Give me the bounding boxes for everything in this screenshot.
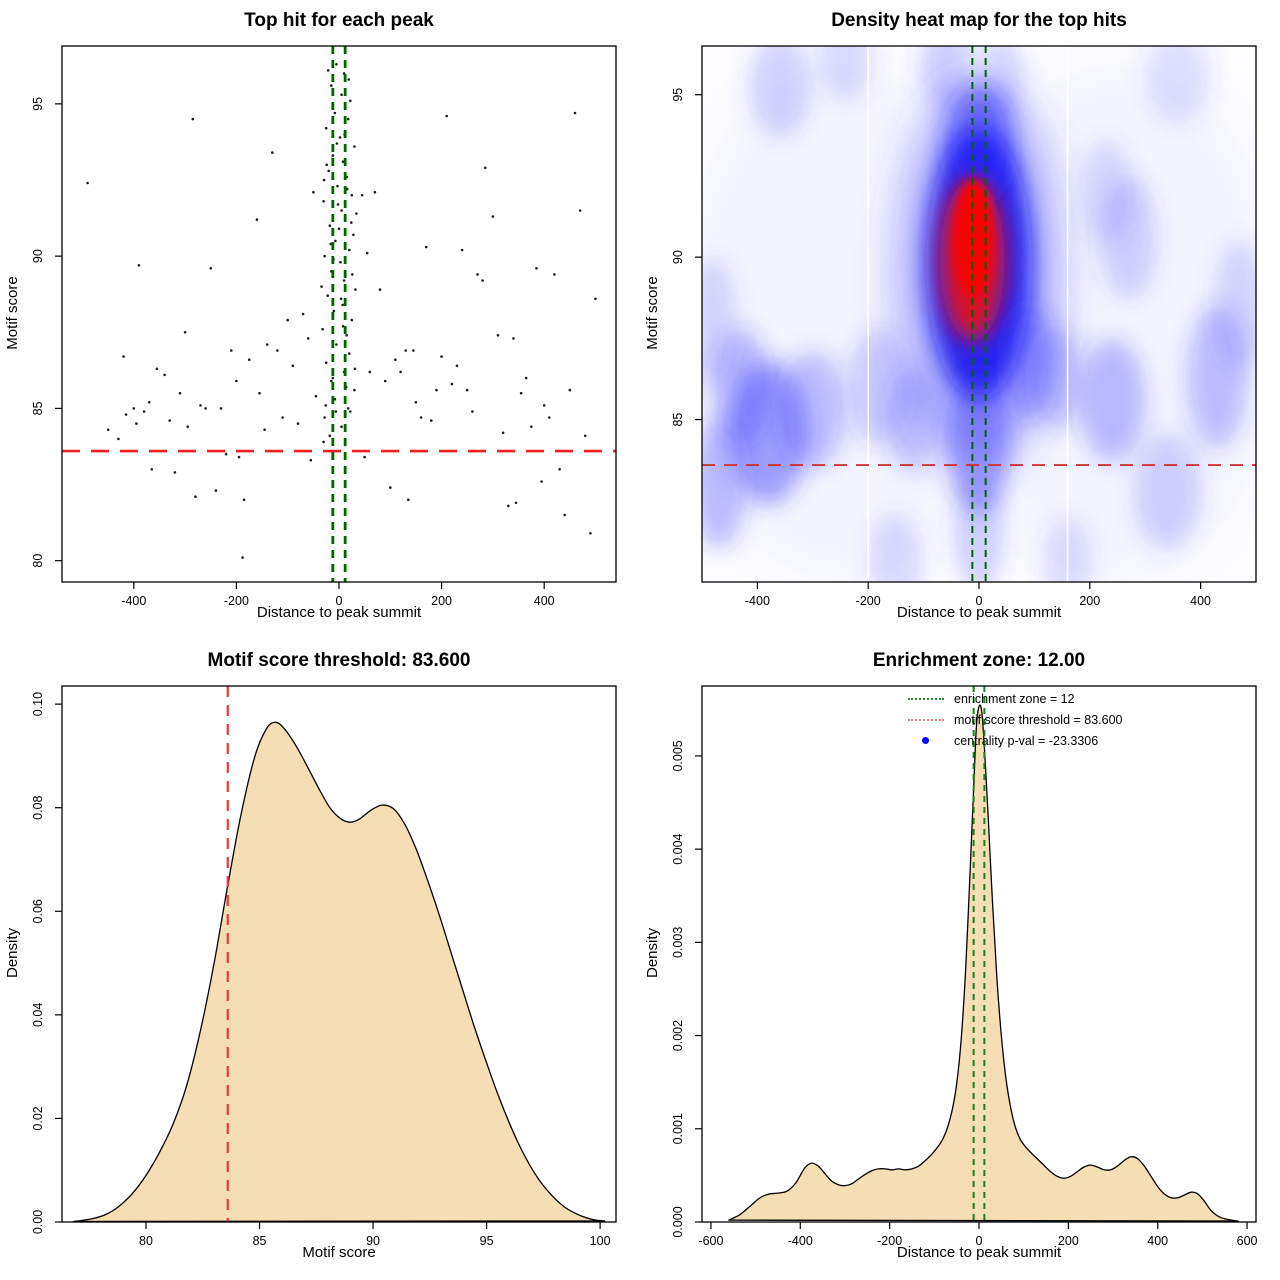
svg-text:0.10: 0.10 xyxy=(31,692,45,716)
svg-text:400: 400 xyxy=(534,594,555,608)
svg-text:80: 80 xyxy=(139,1234,153,1248)
heatmap-canvas: -400 -200 0 200 400 85 90 95 xyxy=(671,45,1257,608)
enrichment-zone-line-swatch xyxy=(908,697,944,700)
svg-text:90: 90 xyxy=(31,249,45,263)
density-plot-canvas: 80 85 90 95 100 0.00 0.02 0.04 0.06 0.08 0.10 xyxy=(31,685,617,1248)
x-axis-label: Distance to peak summit xyxy=(256,604,422,621)
svg-text:400: 400 xyxy=(1147,1234,1168,1248)
svg-text:95: 95 xyxy=(671,88,685,102)
x-axis-label: Motif score xyxy=(302,1244,376,1261)
svg-text:200: 200 xyxy=(431,594,452,608)
svg-text:90: 90 xyxy=(366,1234,380,1248)
legend-label: motif score threshold = 83.600 xyxy=(954,712,1123,727)
svg-text:-200: -200 xyxy=(856,594,881,608)
svg-text:0.005: 0.005 xyxy=(671,740,685,771)
svg-text:200: 200 xyxy=(1079,594,1100,608)
chart-title: Density heat map for the top hits xyxy=(831,10,1127,31)
legend-item-centrality-pval: centrality p-val = -23.3306 xyxy=(908,730,1123,751)
density-plot-canvas: -600 -400 -200 0 200 400 600 0.000 0.001 0.002 0.0… xyxy=(671,685,1258,1248)
svg-text:0: 0 xyxy=(336,594,343,608)
svg-text:200: 200 xyxy=(1058,1234,1079,1248)
svg-text:0.08: 0.08 xyxy=(31,795,45,819)
panel-top-hits-scatter: -400 -200 0 200 400 80 85 90 95 Top hit for each… xyxy=(0,0,640,640)
svg-text:85: 85 xyxy=(253,1234,267,1248)
x-axis-label: Distance to peak summit xyxy=(896,1244,1062,1261)
svg-text:0.04: 0.04 xyxy=(31,1003,45,1027)
legend-item-motif-threshold: motif score threshold = 83.600 xyxy=(908,709,1123,730)
svg-text:-200: -200 xyxy=(224,594,249,608)
y-axis-label: Density xyxy=(644,927,661,979)
svg-text:-400: -400 xyxy=(121,594,146,608)
svg-text:-400: -400 xyxy=(788,1234,813,1248)
svg-text:0: 0 xyxy=(976,594,983,608)
svg-text:95: 95 xyxy=(480,1234,494,1248)
chart-title: Top hit for each peak xyxy=(244,10,434,31)
svg-text:0.004: 0.004 xyxy=(671,833,685,864)
chart-title: Motif score threshold: 83.600 xyxy=(207,650,471,671)
x-axis-label: Distance to peak summit xyxy=(896,604,1062,621)
svg-text:600: 600 xyxy=(1237,1234,1258,1248)
svg-text:-400: -400 xyxy=(745,594,770,608)
svg-text:85: 85 xyxy=(31,401,45,415)
legend-label: enrichment zone = 12 xyxy=(954,691,1075,706)
svg-text:100: 100 xyxy=(590,1234,611,1248)
y-axis-label: Motif score xyxy=(4,276,21,350)
y-axis-label: Density xyxy=(4,927,21,979)
svg-text:0.003: 0.003 xyxy=(671,927,685,958)
legend-item-enrichment-zone: enrichment zone = 12 xyxy=(908,688,1123,709)
svg-text:85: 85 xyxy=(671,413,685,427)
svg-text:0.001: 0.001 xyxy=(671,1113,685,1144)
svg-text:0.000: 0.000 xyxy=(671,1206,685,1237)
legend: enrichment zone = 12 motif score thresho… xyxy=(908,688,1123,751)
panel-distance-density: -600 -400 -200 0 200 400 600 0.000 0.001 0.002 0.0… xyxy=(640,640,1280,1280)
chart-title: Enrichment zone: 12.00 xyxy=(872,650,1086,671)
svg-text:90: 90 xyxy=(671,250,685,264)
svg-text:95: 95 xyxy=(31,97,45,111)
svg-text:0.06: 0.06 xyxy=(31,899,45,923)
svg-text:0.02: 0.02 xyxy=(31,1106,45,1130)
svg-text:80: 80 xyxy=(31,554,45,568)
svg-text:400: 400 xyxy=(1190,594,1211,608)
svg-text:-600: -600 xyxy=(698,1234,723,1248)
centrality-pval-dot-swatch xyxy=(922,737,929,744)
svg-text:0: 0 xyxy=(976,1234,983,1248)
svg-text:-200: -200 xyxy=(877,1234,902,1248)
legend-label: centrality p-val = -23.3306 xyxy=(954,733,1099,748)
y-axis-label: Motif score xyxy=(644,276,661,350)
scatter-plot-canvas: -400 -200 0 200 400 80 85 90 95 xyxy=(31,45,617,608)
motif-threshold-line-swatch xyxy=(908,718,944,721)
svg-text:0.00: 0.00 xyxy=(31,1210,45,1234)
panel-density-heatmap: -400 -200 0 200 400 85 90 95 Density heat map f… xyxy=(640,0,1280,640)
panel-motif-score-density: 80 85 90 95 100 0.00 0.02 0.04 0.06 0.08 0.10 Moti… xyxy=(0,640,640,1280)
svg-text:0.002: 0.002 xyxy=(671,1020,685,1051)
